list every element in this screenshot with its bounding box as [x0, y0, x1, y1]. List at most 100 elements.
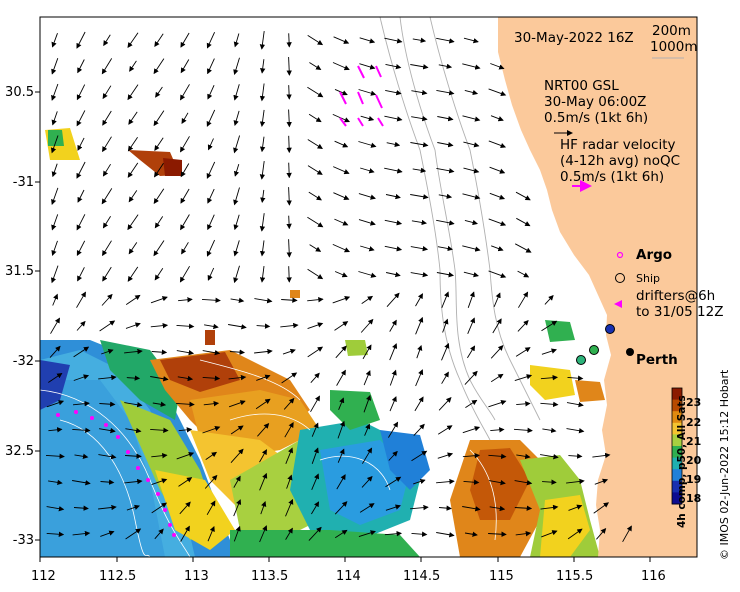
current-arrow [202, 375, 221, 381]
current-arrow [488, 453, 507, 460]
current-arrow [50, 135, 59, 154]
current-arrow [125, 294, 141, 305]
current-arrow [228, 400, 246, 408]
perth-label: Perth [636, 352, 678, 368]
colorbar-segment [672, 422, 682, 435]
current-arrow [233, 240, 240, 257]
current-arrow [151, 478, 168, 486]
colorbar-frame [671, 387, 683, 505]
current-arrow [233, 163, 240, 177]
colorbar-segment [672, 492, 682, 505]
current-arrow [230, 425, 244, 435]
cbar-tick-22: 22 [686, 416, 702, 429]
current-arrow [124, 402, 143, 408]
current-arrow [410, 245, 429, 252]
current-arrow [463, 141, 480, 148]
current-arrow [491, 245, 504, 252]
x-tick-116: 116 [641, 569, 666, 584]
current-arrow [414, 396, 424, 412]
current-arrow [126, 504, 140, 511]
current-arrow [285, 498, 294, 517]
current-arrow [385, 504, 401, 511]
current-arrow [467, 345, 476, 359]
current-arrow [464, 370, 478, 385]
current-arrow [363, 370, 371, 386]
current-arrow [286, 56, 292, 76]
current-arrow [150, 427, 169, 433]
current-arrow [566, 478, 585, 485]
current-arrow [286, 109, 292, 128]
ship-markers [576, 324, 615, 365]
current-arrow [463, 37, 479, 44]
colorbar-segment [672, 388, 682, 401]
x-tick-115: 115 [489, 569, 514, 584]
current-arrow [259, 136, 266, 153]
current-arrow [230, 448, 244, 464]
current-arrow [513, 427, 533, 434]
current-arrow [207, 267, 215, 281]
current-arrow [463, 479, 480, 485]
current-arrow [282, 348, 296, 355]
current-arrow [72, 400, 90, 407]
current-arrow [441, 371, 449, 384]
current-arrow [228, 324, 247, 330]
bathymetry-contours [379, 17, 541, 441]
current-arrow [127, 32, 139, 49]
current-arrow [286, 215, 292, 230]
current-arrow [77, 59, 85, 74]
current-arrow [489, 166, 506, 174]
current-arrow [180, 136, 190, 153]
current-arrow [46, 531, 65, 537]
current-arrow [362, 447, 373, 464]
current-arrow [464, 219, 478, 226]
current-arrow [488, 88, 507, 97]
current-arrow [254, 298, 273, 304]
current-arrow [233, 84, 240, 101]
cbar-tick-23: 23 [686, 396, 702, 409]
current-arrow [233, 33, 240, 48]
current-arrow [358, 193, 376, 200]
current-arrow [233, 187, 240, 206]
current-arrow [127, 137, 138, 152]
current-arrow [150, 296, 168, 304]
current-arrow [436, 532, 455, 538]
x-tick-114: 114 [336, 569, 361, 584]
current-arrow [334, 218, 349, 226]
current-arrow [206, 161, 216, 179]
current-arrow [436, 89, 455, 96]
current-arrow [360, 318, 374, 333]
current-arrow [176, 452, 195, 460]
current-arrow [492, 318, 502, 334]
current-arrow [336, 369, 346, 386]
current-arrow [150, 376, 169, 382]
current-arrow [72, 480, 91, 486]
current-arrow [152, 401, 167, 407]
current-arrow [415, 293, 423, 307]
y-tick-32: -32 [12, 354, 34, 369]
current-arrow [286, 162, 292, 179]
current-arrow [307, 296, 324, 303]
current-arrow [384, 219, 403, 226]
current-arrow [384, 245, 403, 252]
current-arrow [490, 115, 504, 122]
current-arrow [359, 37, 376, 44]
current-arrow [389, 343, 398, 361]
current-arrow [126, 375, 141, 381]
current-arrow [488, 140, 507, 149]
cbar-tick-18: 18 [686, 492, 702, 505]
current-arrow [207, 58, 215, 75]
model-time: 30-May 06:00Z [544, 94, 647, 110]
current-arrow [442, 318, 449, 333]
current-arrow [489, 192, 506, 200]
current-arrow [490, 373, 504, 383]
current-arrow [488, 479, 506, 486]
current-arrow [566, 428, 585, 434]
current-arrow [385, 89, 402, 96]
current-arrow [204, 323, 219, 330]
current-arrow [337, 448, 345, 463]
current-arrow [201, 297, 221, 303]
current-arrow [127, 84, 139, 101]
current-arrow [286, 239, 292, 258]
current-arrow [540, 504, 559, 511]
current-arrow [333, 192, 350, 200]
